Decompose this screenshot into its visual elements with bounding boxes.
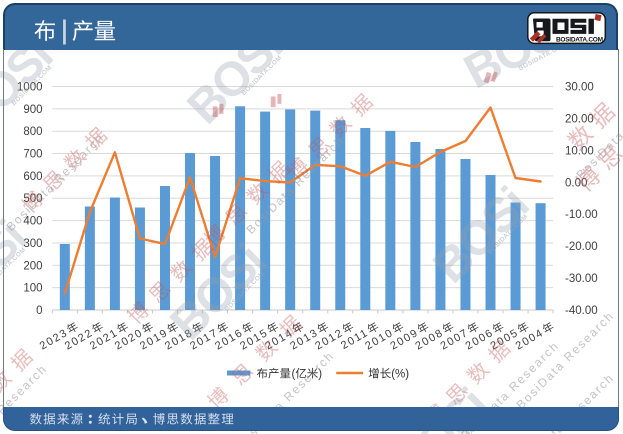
svg-text:900: 900: [23, 104, 42, 116]
svg-text:600: 600: [23, 171, 42, 183]
svg-text:200: 200: [23, 260, 42, 272]
svg-text:-20.00: -20.00: [565, 241, 598, 253]
svg-text:(%): (%): [391, 369, 409, 381]
svg-text:20.00: 20.00: [565, 113, 594, 125]
svg-text:1000: 1000: [17, 82, 43, 94]
svg-text:300: 300: [23, 238, 42, 250]
svg-text:700: 700: [23, 149, 42, 161]
svg-text:): ): [318, 369, 322, 381]
svg-text:0.00: 0.00: [565, 177, 587, 189]
svg-text:(: (: [292, 369, 296, 381]
svg-text:800: 800: [23, 126, 42, 138]
svg-text:-30.00: -30.00: [565, 273, 598, 285]
svg-text:2004: 2004: [514, 327, 546, 353]
svg-text:-40.00: -40.00: [565, 305, 598, 317]
svg-text:500: 500: [23, 193, 42, 205]
svg-text:0: 0: [36, 305, 42, 317]
svg-text:400: 400: [23, 216, 42, 228]
svg-text:10.00: 10.00: [565, 145, 594, 157]
svg-text:30.00: 30.00: [565, 82, 594, 94]
svg-text:BOSIDATA.COM: BOSIDATA.COM: [556, 36, 603, 43]
svg-text:-10.00: -10.00: [565, 209, 598, 221]
svg-text:100: 100: [23, 283, 42, 295]
